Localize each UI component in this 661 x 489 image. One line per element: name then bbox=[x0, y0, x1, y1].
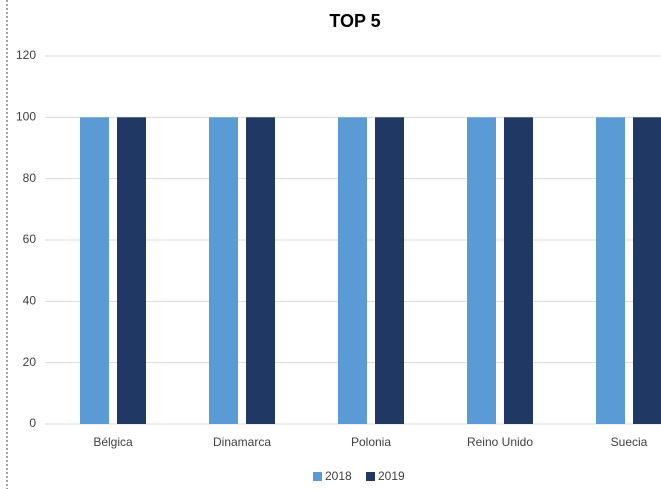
bar bbox=[633, 117, 661, 424]
legend-swatch bbox=[366, 472, 375, 481]
x-tick-label: Dinamarca bbox=[213, 435, 271, 449]
bar bbox=[117, 117, 146, 424]
y-tick-label: 0 bbox=[29, 416, 36, 430]
bar bbox=[596, 117, 625, 424]
y-tick-label: 40 bbox=[23, 294, 37, 308]
bar bbox=[467, 117, 496, 424]
x-tick-label: Suecia bbox=[611, 435, 648, 449]
y-tick-label: 80 bbox=[23, 171, 37, 185]
x-tick-label: Polonia bbox=[351, 435, 391, 449]
x-tick-label: Bélgica bbox=[93, 435, 133, 449]
x-tick-label: Reino Unido bbox=[467, 435, 533, 449]
chart-title: TOP 5 bbox=[329, 11, 380, 31]
y-tick-label: 120 bbox=[16, 48, 36, 62]
bar bbox=[80, 117, 109, 424]
legend-swatch bbox=[313, 472, 322, 481]
y-tick-label: 60 bbox=[23, 232, 37, 246]
bar bbox=[209, 117, 238, 424]
legend-label: 2018 bbox=[325, 469, 352, 483]
bar bbox=[246, 117, 275, 424]
y-tick-label: 20 bbox=[23, 355, 37, 369]
bar bbox=[338, 117, 367, 424]
y-tick-label: 100 bbox=[16, 110, 36, 124]
bar bbox=[504, 117, 533, 424]
legend-label: 2019 bbox=[378, 469, 405, 483]
bar bbox=[375, 117, 404, 424]
